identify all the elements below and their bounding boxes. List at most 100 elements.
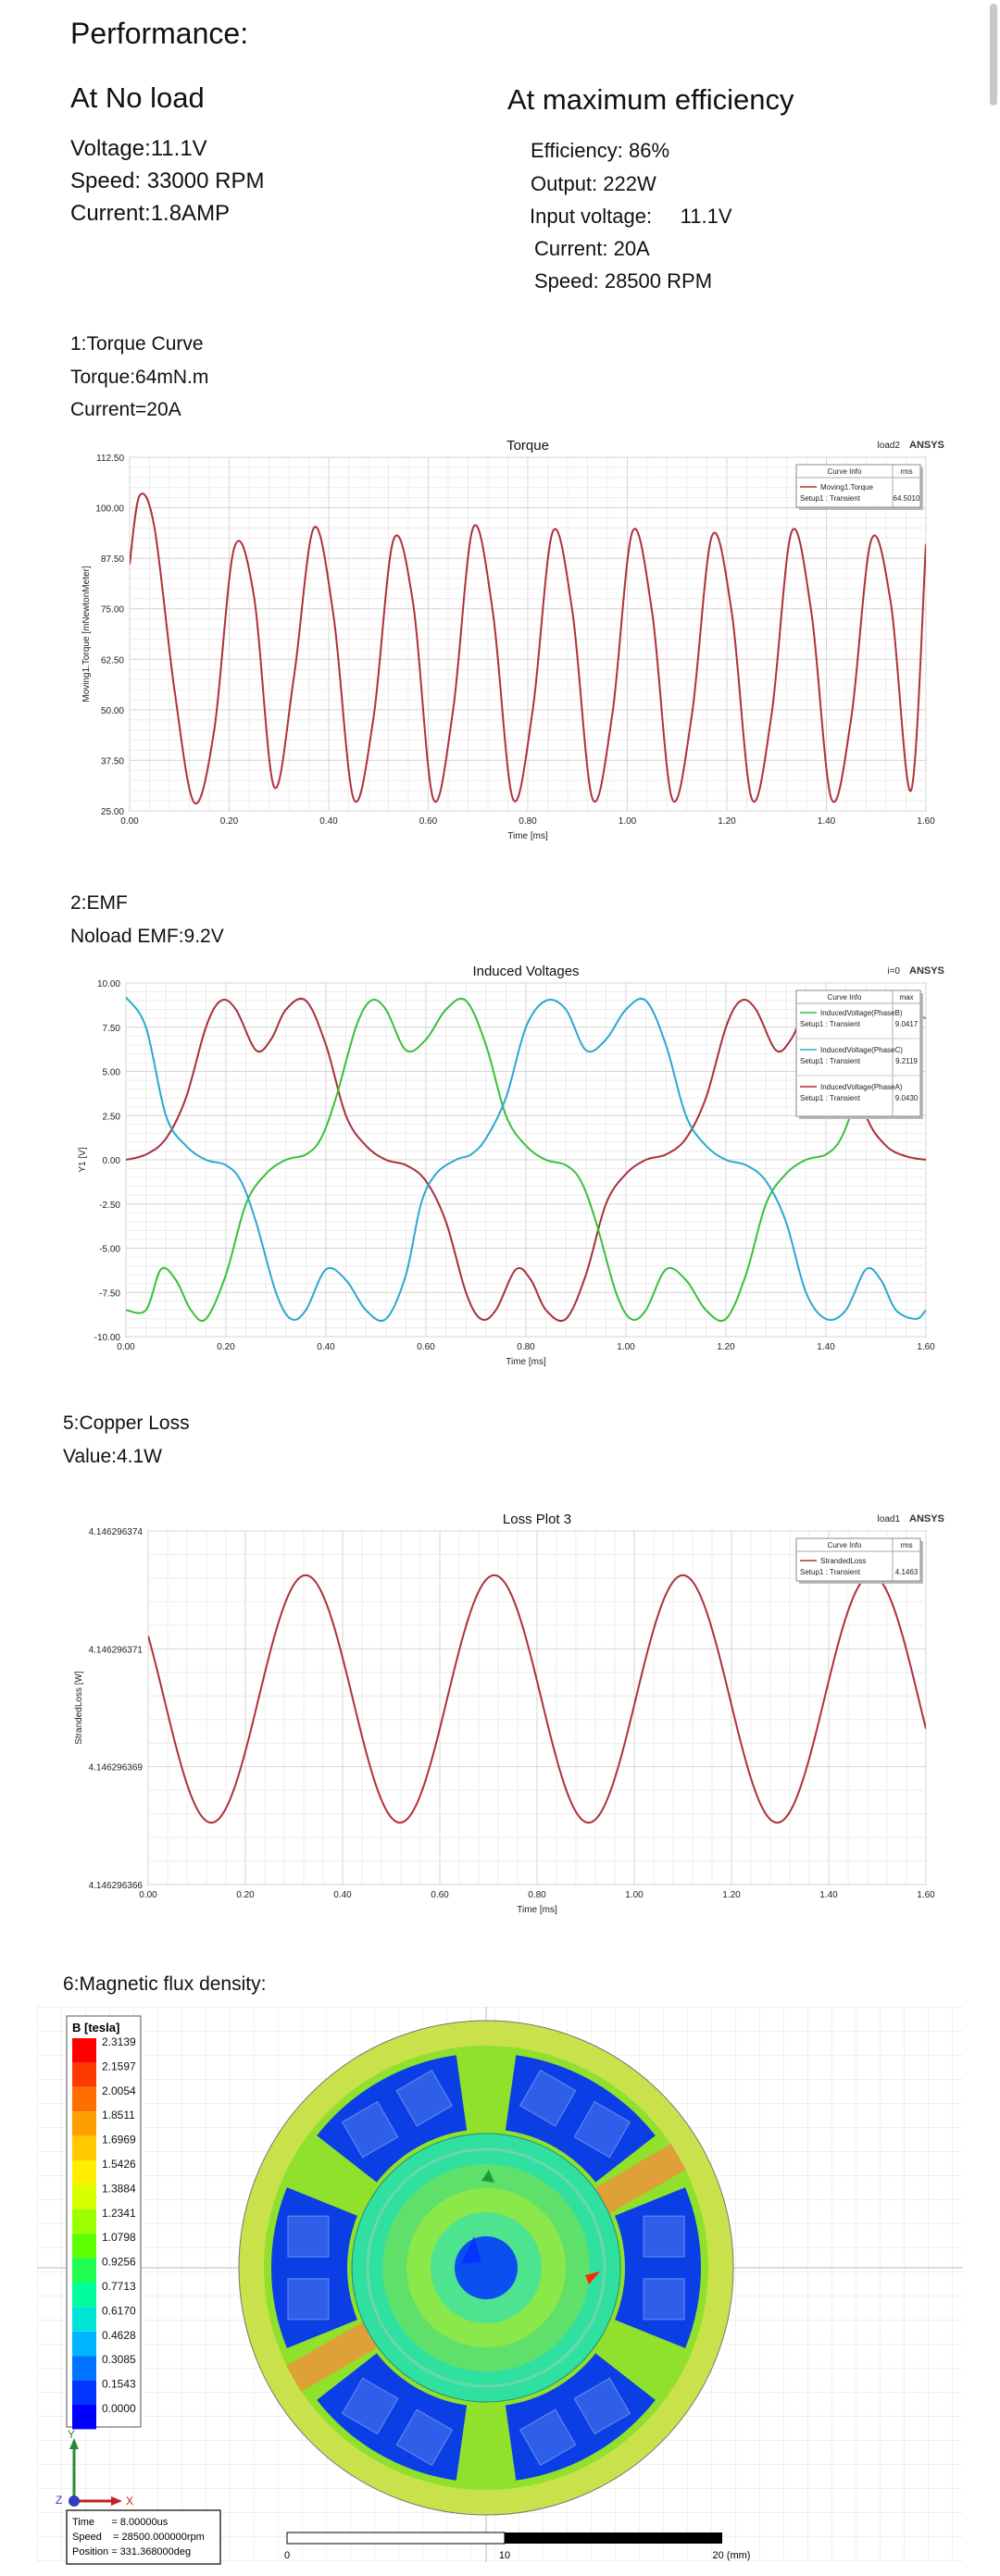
legend-entry-setup: Setup1 : Transient <box>800 1020 861 1028</box>
legend-entry-setup: Setup1 : Transient <box>800 1057 861 1065</box>
winding-coil <box>573 2100 631 2159</box>
series-line-inducedvoltage-phasea- <box>126 997 926 1323</box>
max-eff-input-voltage: Input voltage: 11.1V <box>530 205 732 228</box>
scale-label-10: 10 <box>499 2550 510 2561</box>
flux-level-swatch <box>72 2356 96 2381</box>
flux-level-label: 1.6969 <box>102 2134 136 2147</box>
axis-y-label: Y <box>68 2428 75 2441</box>
scroll-thumb[interactable] <box>990 4 997 106</box>
y-tick-label: 37.50 <box>101 756 124 766</box>
series-line-inducedvoltage-phaseb- <box>126 997 926 1323</box>
y-tick-label: 62.50 <box>101 655 124 666</box>
flux-level-swatch <box>72 2038 96 2063</box>
winding-coil <box>341 2100 399 2159</box>
winding-coil <box>395 2408 454 2466</box>
x-axis-label: Time [ms] <box>517 1905 557 1915</box>
y-tick-label: 10.00 <box>97 979 120 989</box>
y-tick-label: 0.00 <box>103 1156 121 1166</box>
y-axis-label: StrandedLoss [W] <box>74 1671 84 1745</box>
winding-coil <box>519 2408 577 2466</box>
flux-level-swatch <box>72 2209 96 2234</box>
y-tick-label: 4.146296374 <box>89 1527 144 1537</box>
motor-cross-section <box>238 2020 734 2516</box>
chart-legend: Curve Info rms Moving1.Torque Setup1 : Tran… <box>795 464 923 510</box>
flux-level-label: 0.4628 <box>102 2329 136 2342</box>
page-scrollbar[interactable] <box>987 0 1000 2576</box>
max-eff-heading: At maximum efficiency <box>507 83 794 116</box>
y-tick-label: 4.146296371 <box>89 1645 144 1655</box>
winding-coil <box>643 2278 685 2321</box>
y-tick-label: -2.50 <box>99 1201 120 1211</box>
legend-entry-value: 9.2119 <box>895 1057 918 1065</box>
legend-header-stat: rms <box>900 1541 912 1549</box>
y-tick-label: 100.00 <box>95 504 124 515</box>
y-tick-label: 87.50 <box>101 554 124 565</box>
x-tick-label: 1.40 <box>817 1342 835 1352</box>
copper-value: Value:4.1W <box>63 1446 162 1467</box>
ansys-brand: ANSYS <box>909 965 944 977</box>
legend-entry-name: InducedVoltage(PhaseB) <box>820 1009 903 1017</box>
flux-level-label: 0.3085 <box>102 2353 136 2366</box>
max-eff-efficiency: Efficiency: 86% <box>531 139 670 162</box>
scale-label-0: 0 <box>284 2550 290 2561</box>
axis-z-label: Z <box>56 2494 62 2507</box>
flux-level-label: 1.2341 <box>102 2207 136 2220</box>
y-tick-label: 75.00 <box>101 605 124 616</box>
sim-time: Time = 8.00000us <box>72 2517 169 2528</box>
chart-tag: load2 <box>878 441 901 451</box>
legend-box <box>795 989 921 1117</box>
y-tick-label: 50.00 <box>101 706 124 716</box>
winding-coil <box>573 2377 631 2435</box>
flux-legend: B [tesla] 2.3139 2.1597 2.0054 1.8511 1.6969… <box>66 2015 142 2430</box>
y-axis-label: Moving1.Torque [mNewtonMeter] <box>81 566 92 703</box>
legend-entry-value: 9.0417 <box>895 1020 919 1028</box>
max-eff-current: Current: 20A <box>534 237 650 260</box>
winding-coil <box>643 2215 685 2258</box>
y-tick-label: -5.00 <box>99 1245 120 1255</box>
flux-level-swatch <box>72 2111 96 2136</box>
x-tick-label: 0.20 <box>236 1890 255 1900</box>
winding-coil <box>395 2070 454 2127</box>
winding-coil <box>287 2278 330 2321</box>
x-tick-label: 0.00 <box>120 816 139 827</box>
x-tick-label: 0.00 <box>117 1342 135 1352</box>
series-line-strandedloss <box>148 1574 926 1824</box>
legend-entry-value: 64.5010 <box>894 494 920 503</box>
x-tick-label: 1.20 <box>718 816 736 827</box>
max-eff-output: Output: 222W <box>531 172 656 195</box>
flux-level-swatch <box>72 2234 96 2259</box>
axis-x-label: X <box>126 2495 133 2508</box>
x-tick-label: 0.60 <box>419 816 438 827</box>
chart-legend: Curve Info rms StrandedLoss Setup1 : Transi… <box>795 1537 923 1584</box>
flux-level-swatch <box>72 2307 96 2332</box>
emf-chart: 0.00 0.20 0.40 0.60 0.80 1.00 1.20 1.40 1.60 -10.… <box>78 964 944 1367</box>
chart-title: Induced Voltages <box>472 964 579 979</box>
emf-section-title: 2:EMF <box>70 892 128 914</box>
legend-header-stat: max <box>899 993 913 1002</box>
ansys-brand: ANSYS <box>909 440 944 451</box>
flux-level-label: 2.1597 <box>102 2060 136 2072</box>
x-tick-label: 1.40 <box>819 1890 838 1900</box>
x-tick-label: 0.80 <box>517 1342 535 1352</box>
flux-level-swatch <box>72 2258 96 2283</box>
y-tick-label: 4.146296366 <box>89 1881 144 1891</box>
y-tick-label: 5.00 <box>103 1068 121 1078</box>
x-tick-label: 1.60 <box>917 816 935 827</box>
x-axis-label: Time [ms] <box>507 831 548 841</box>
stator-slot <box>615 2187 701 2348</box>
legend-header-stat: rms <box>900 467 912 476</box>
chart-title: Loss Plot 3 <box>503 1512 571 1527</box>
x-axis-label: Time [ms] <box>506 1357 546 1367</box>
sim-info-box: Time = 8.00000us Speed = 28500.000000rpm… <box>66 2509 221 2565</box>
max-eff-speed: Speed: 28500 RPM <box>534 269 713 292</box>
saturated-tooth <box>286 2320 381 2392</box>
torque-section-title: 1:Torque Curve <box>70 333 204 355</box>
legend-entry-name: InducedVoltage(PhaseC) <box>820 1046 903 1054</box>
flux-level-label: 0.9256 <box>102 2256 136 2269</box>
flux-section-title: 6:Magnetic flux density: <box>63 1973 267 1995</box>
flux-level-label: 1.5426 <box>102 2158 136 2171</box>
flux-level-label: 1.0798 <box>102 2231 136 2244</box>
legend-header-info: Curve Info <box>828 1541 862 1549</box>
legend-entry-name: Moving1.Torque <box>820 483 873 492</box>
y-tick-label: 2.50 <box>103 1112 121 1122</box>
